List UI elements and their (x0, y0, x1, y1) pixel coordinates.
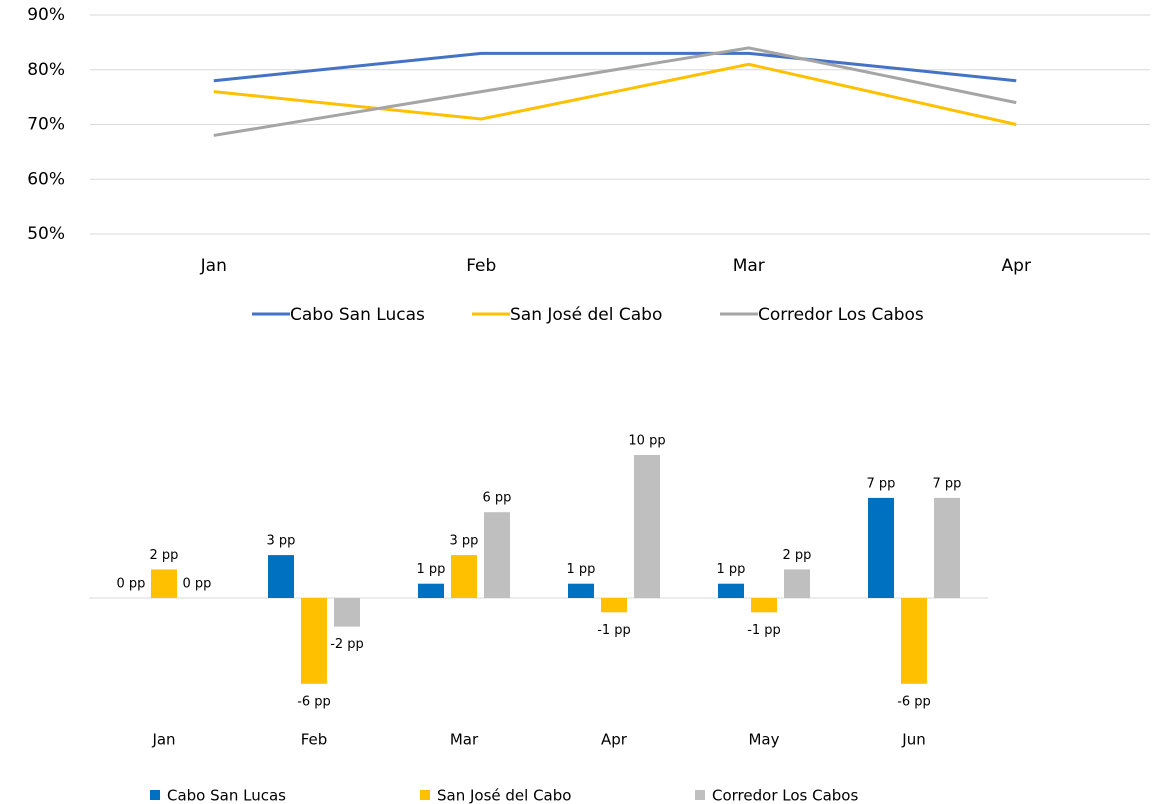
data-label: 0 pp (183, 577, 212, 592)
x-tick-label: May (748, 731, 779, 749)
y-tick-label: 50% (27, 224, 65, 244)
x-tick-label: Jan (151, 731, 175, 749)
bar (868, 497, 894, 598)
data-label: 3 pp (450, 534, 479, 549)
bar (451, 555, 477, 598)
data-label: 1 pp (567, 562, 596, 577)
data-label: -6 pp (897, 694, 931, 709)
data-label: -1 pp (597, 623, 631, 638)
bar (568, 583, 594, 598)
bar (301, 598, 327, 684)
data-label: 7 pp (867, 476, 896, 491)
bar (718, 583, 744, 598)
data-label: 6 pp (483, 491, 512, 506)
bar (784, 569, 810, 598)
bar (151, 569, 177, 598)
bar (334, 598, 360, 627)
legend-swatch (695, 790, 705, 800)
line-series (213, 62, 1017, 126)
x-tick-label: Mar (733, 256, 765, 276)
y-tick-label: 60% (27, 169, 65, 189)
x-tick-label: Mar (450, 731, 479, 749)
x-tick-label: Apr (601, 731, 628, 749)
x-tick-label: Jan (200, 256, 227, 276)
data-label: 2 pp (150, 548, 179, 563)
data-label: -6 pp (297, 694, 331, 709)
y-tick-label: 90% (27, 5, 65, 25)
bar (634, 455, 660, 598)
legend-swatch (150, 790, 160, 800)
line-series (213, 51, 1017, 83)
legend-swatch (420, 790, 430, 800)
bar (901, 598, 927, 684)
legend-label: Cabo San Lucas (290, 305, 425, 325)
legend-label: San José del Cabo (510, 305, 662, 325)
data-label: 2 pp (783, 548, 812, 563)
data-label: 10 pp (628, 434, 665, 449)
data-label: 0 pp (117, 577, 146, 592)
legend-label: Corredor Los Cabos (712, 787, 858, 804)
x-tick-label: Apr (1002, 256, 1031, 276)
bar (418, 583, 444, 598)
bar (751, 598, 777, 613)
x-tick-label: Feb (301, 731, 328, 749)
bar (484, 512, 510, 598)
x-tick-label: Jun (901, 731, 925, 749)
x-tick-label: Feb (466, 256, 496, 276)
bar (934, 497, 960, 598)
y-tick-label: 80% (27, 60, 65, 80)
y-tick-label: 70% (27, 115, 65, 135)
data-label: -2 pp (330, 637, 364, 652)
data-label: 7 pp (933, 476, 962, 491)
data-label: 3 pp (267, 534, 296, 549)
legend-label: San José del Cabo (437, 787, 571, 804)
bar (601, 598, 627, 613)
data-label: 1 pp (717, 562, 746, 577)
bar (268, 555, 294, 598)
legend-label: Cabo San Lucas (167, 787, 286, 804)
legend-label: Corredor Los Cabos (758, 305, 924, 325)
data-label: 1 pp (417, 562, 446, 577)
data-label: -1 pp (747, 623, 781, 638)
line-series (213, 46, 1017, 137)
